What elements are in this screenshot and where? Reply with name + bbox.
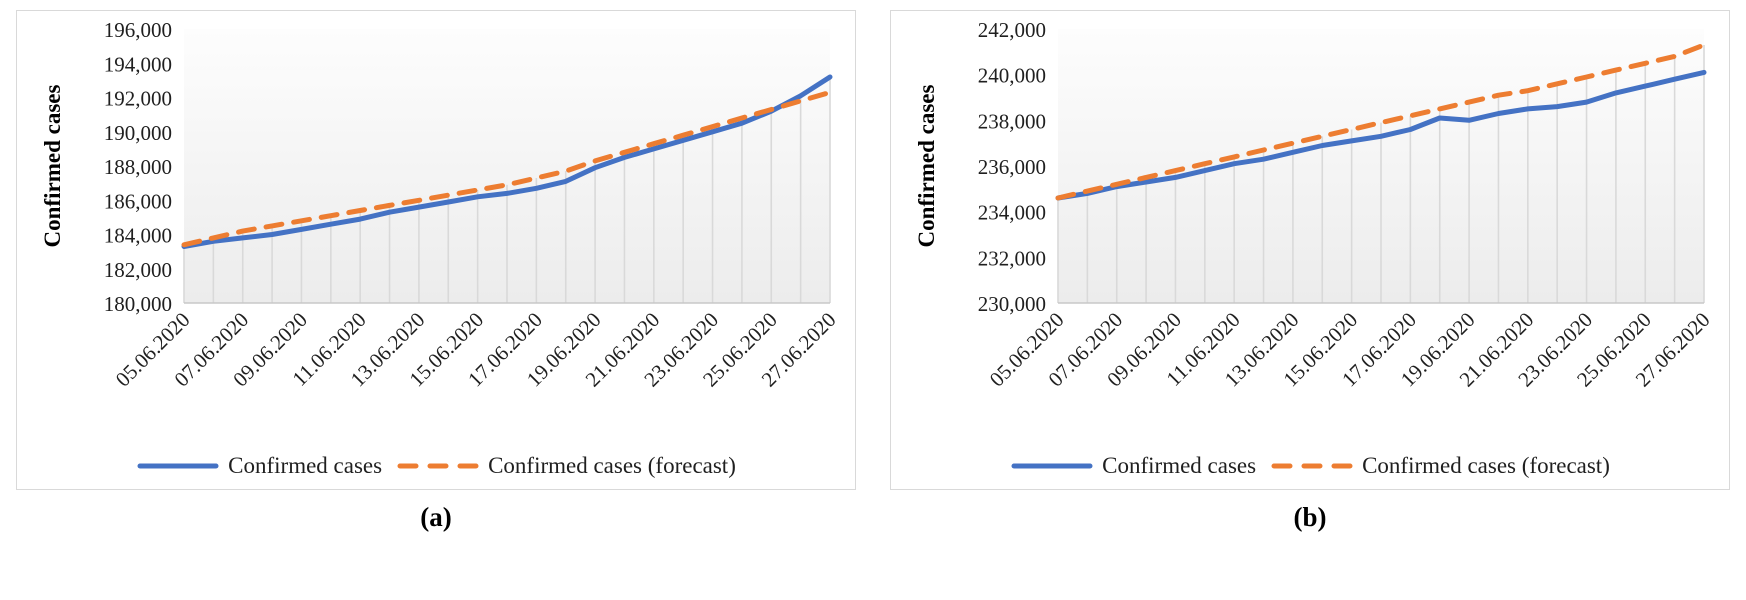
- chart-plot: 180,000 182,000 184,000 186,000 188,000 190,0…: [40, 18, 841, 391]
- y-tick-label: 196,000: [104, 18, 172, 42]
- figure-caption-b: (b): [1293, 502, 1327, 532]
- y-tick-label: 186,000: [104, 189, 172, 213]
- legend-item-actual: Confirmed cases: [1010, 453, 1256, 479]
- y-axis-title: Confirmed cases: [914, 85, 939, 248]
- y-tick-label: 180,000: [104, 292, 172, 316]
- legend-label-forecast: Confirmed cases (forecast): [488, 453, 736, 478]
- legend-label-actual: Confirmed cases: [1102, 453, 1257, 478]
- y-axis-title: Confirmed cases: [40, 85, 65, 248]
- y-tick-label: 240,000: [978, 64, 1046, 88]
- chart-panel-a: 180,000 182,000 184,000 186,000 188,000 190,0…: [16, 10, 856, 490]
- legend-dashed-line-icon: [397, 463, 479, 469]
- legend-dashed-line-icon: [1271, 463, 1353, 469]
- y-tick-label: 242,000: [978, 18, 1046, 42]
- y-tick-label: 188,000: [104, 155, 172, 179]
- chart-b-canvas: 230,000 232,000 234,000 236,000 238,000 240,0…: [900, 15, 1720, 451]
- y-tick-label: 232,000: [978, 246, 1046, 270]
- series-line-solid: [181, 74, 833, 249]
- y-tick-label: 194,000: [104, 52, 172, 76]
- y-tick-label: 230,000: [978, 292, 1046, 316]
- legend-solid-line-icon: [137, 463, 219, 469]
- legend-item-forecast: Confirmed cases (forecast): [396, 453, 736, 479]
- chart-panel-b: 230,000 232,000 234,000 236,000 238,000 240,0…: [890, 10, 1730, 490]
- chart-a-canvas: 180,000 182,000 184,000 186,000 188,000 190,0…: [26, 15, 846, 451]
- chart-plot: 230,000 232,000 234,000 236,000 238,000 240,0…: [914, 18, 1715, 391]
- y-tick-label: 182,000: [104, 258, 172, 282]
- series-line-dashed: [181, 89, 833, 248]
- y-tick-label: 238,000: [978, 109, 1046, 133]
- y-tick-label: 236,000: [978, 155, 1046, 179]
- legend: Confirmed cases Confirmed cases (forecas…: [893, 453, 1727, 479]
- legend: Confirmed cases Confirmed cases (forecas…: [19, 453, 853, 479]
- legend-label-forecast: Confirmed cases (forecast): [1362, 453, 1610, 478]
- figure-column-a: 180,000 182,000 184,000 186,000 188,000 190,0…: [16, 10, 856, 533]
- y-tick-label: 184,000: [104, 224, 172, 248]
- figure-caption-a: (a): [420, 502, 452, 532]
- y-tick-label: 190,000: [104, 121, 172, 145]
- legend-solid-line-icon: [1011, 463, 1093, 469]
- series-line-solid: [1055, 69, 1707, 201]
- legend-item-forecast: Confirmed cases (forecast): [1270, 453, 1610, 479]
- y-tick-label: 192,000: [104, 87, 172, 111]
- figure-column-b: 230,000 232,000 234,000 236,000 238,000 240,0…: [890, 10, 1730, 533]
- figure-row: 180,000 182,000 184,000 186,000 188,000 190,0…: [16, 10, 1730, 533]
- y-tick-label: 234,000: [978, 201, 1046, 225]
- legend-item-actual: Confirmed cases: [136, 453, 382, 479]
- legend-label-actual: Confirmed cases: [228, 453, 383, 478]
- series-line-dashed: [1055, 42, 1707, 201]
